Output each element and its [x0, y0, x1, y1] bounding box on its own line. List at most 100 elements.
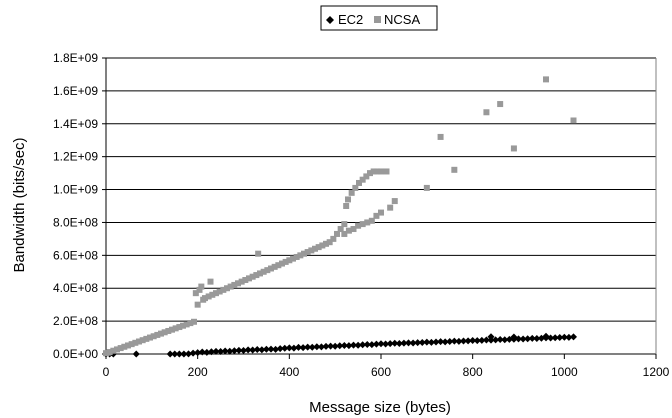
data-point-ncsa [497, 101, 504, 108]
data-point-ec2 [295, 343, 302, 351]
legend-ncsa-label: NCSA [384, 12, 420, 27]
data-point-ncsa [246, 275, 252, 282]
x-tick-label: 800 [463, 365, 483, 379]
data-point-ncsa [348, 189, 355, 196]
legend-ec2-label: EC2 [338, 12, 363, 27]
data-point-ncsa [423, 184, 430, 191]
data-point-ncsa [279, 260, 285, 267]
data-point-ncsa [352, 184, 359, 191]
data-point-ncsa [143, 335, 150, 342]
data-point-ec2 [464, 337, 472, 345]
data-point-ncsa [363, 173, 370, 180]
data-point-ec2 [354, 341, 362, 349]
data-point-ec2 [299, 344, 307, 352]
data-point-ec2 [446, 338, 454, 346]
data-point-ncsa [224, 285, 230, 292]
data-point-ncsa [128, 341, 135, 348]
data-point-ec2 [487, 333, 495, 341]
data-point-ec2 [492, 336, 500, 344]
legend: EC2 NCSA [320, 5, 438, 31]
data-point-ec2 [207, 348, 215, 356]
y-tick-label: 1.0E+09 [53, 183, 98, 197]
gridlines [106, 57, 656, 322]
data-point-ec2 [235, 346, 243, 354]
data-point-ec2 [542, 332, 550, 340]
data-point-ncsa [161, 329, 168, 336]
data-point-ncsa [282, 258, 289, 265]
data-point-ec2 [482, 336, 490, 344]
data-point-ec2 [565, 333, 573, 341]
y-tick-label: 4.0E+08 [53, 281, 98, 295]
data-point-ncsa [125, 342, 131, 349]
x-tick-label: 600 [371, 365, 391, 379]
data-point-ec2 [469, 337, 477, 345]
data-point-ec2 [524, 335, 532, 343]
data-point-ncsa [315, 244, 322, 251]
data-point-ncsa [227, 283, 234, 290]
data-point-ncsa [570, 117, 577, 124]
data-point-ec2 [519, 335, 527, 343]
data-point-ncsa [326, 239, 333, 246]
data-point-ec2 [285, 344, 293, 352]
data-point-ec2 [437, 338, 445, 346]
data-point-ec2 [267, 345, 275, 353]
data-point-ec2 [560, 333, 568, 341]
data-point-ec2 [185, 350, 192, 358]
data-point-ncsa [355, 222, 362, 229]
series-ncsa [103, 76, 577, 357]
data-point-ncsa [345, 227, 352, 234]
data-point-ncsa [290, 255, 296, 262]
data-point-ec2 [556, 334, 564, 342]
data-point-ec2 [501, 336, 509, 344]
data-point-ncsa [255, 250, 262, 257]
data-point-ncsa [202, 295, 208, 302]
data-point-ncsa [260, 268, 267, 275]
data-point-ec2 [340, 341, 348, 349]
data-point-ec2 [198, 348, 206, 356]
data-point-ncsa [286, 257, 293, 264]
data-point-ec2 [372, 340, 380, 348]
data-point-ncsa [183, 321, 190, 328]
data-point-ncsa [121, 343, 128, 350]
data-point-ncsa [114, 346, 120, 353]
data-point-ec2 [450, 337, 458, 345]
data-point-ncsa [235, 280, 241, 287]
data-point-ec2 [253, 346, 261, 354]
data-point-ec2 [570, 333, 577, 341]
data-point-ncsa [147, 334, 153, 341]
data-point-ncsa [437, 133, 444, 140]
data-point-ncsa [257, 270, 263, 277]
data-point-ncsa [483, 109, 490, 116]
data-point-ncsa [207, 278, 214, 285]
data-point-ncsa [136, 338, 142, 345]
data-point-ec2 [400, 339, 408, 347]
data-point-ncsa [275, 262, 282, 269]
data-point-ec2 [350, 341, 357, 349]
data-point-ec2 [212, 347, 220, 355]
data-point-ec2 [345, 342, 353, 350]
data-series [102, 76, 577, 358]
data-point-ncsa [192, 290, 199, 297]
data-point-ec2 [244, 346, 252, 354]
data-point-ec2 [473, 337, 481, 345]
data-point-ec2 [359, 341, 367, 349]
data-point-ncsa [378, 168, 384, 175]
data-point-ec2 [368, 341, 376, 349]
data-point-ncsa [165, 327, 172, 334]
data-point-ncsa [196, 286, 203, 293]
y-tick-label: 1.2E+09 [53, 150, 98, 164]
data-point-ncsa [304, 249, 311, 256]
data-point-ec2 [304, 343, 312, 351]
data-point-ncsa [356, 179, 362, 186]
data-point-ec2 [423, 338, 431, 346]
data-point-ec2 [363, 340, 371, 348]
data-point-ncsa [268, 265, 274, 272]
data-point-ec2 [166, 350, 174, 358]
data-point-ncsa [359, 176, 366, 183]
data-point-ncsa [330, 235, 337, 242]
data-point-ncsa [341, 221, 348, 228]
x-tick-label: 0 [103, 365, 110, 379]
data-point-ec2 [455, 337, 463, 345]
data-point-ncsa [158, 330, 164, 337]
data-point-ec2 [313, 343, 321, 351]
